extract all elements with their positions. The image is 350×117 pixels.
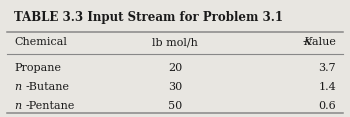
Text: lb mol/h: lb mol/h — [152, 37, 198, 47]
Text: Input Stream for Problem 3.1: Input Stream for Problem 3.1 — [75, 11, 283, 24]
Text: 1.4: 1.4 — [318, 82, 336, 92]
Text: -value: -value — [302, 37, 336, 47]
Text: -Butane: -Butane — [26, 82, 70, 92]
Text: n: n — [14, 82, 21, 92]
Text: 30: 30 — [168, 82, 182, 92]
Text: TABLE 3.3: TABLE 3.3 — [14, 11, 83, 24]
Text: 20: 20 — [168, 63, 182, 73]
Text: -Pentane: -Pentane — [26, 101, 75, 111]
Text: K: K — [303, 37, 312, 47]
Text: 0.6: 0.6 — [318, 101, 336, 111]
Text: Propane: Propane — [14, 63, 61, 73]
Text: 50: 50 — [168, 101, 182, 111]
Text: 3.7: 3.7 — [318, 63, 336, 73]
Text: Chemical: Chemical — [14, 37, 67, 47]
Text: n: n — [14, 101, 21, 111]
